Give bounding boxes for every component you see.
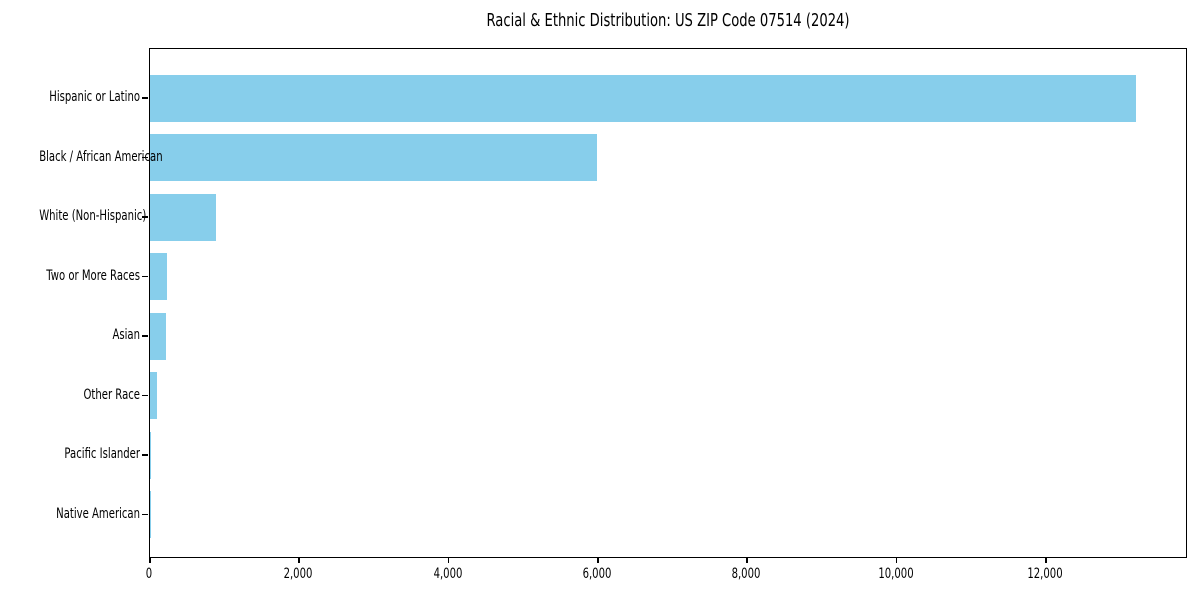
y-tick-mark (142, 335, 148, 337)
plot-area (149, 48, 1187, 558)
chart-title: Racial & Ethnic Distribution: US ZIP Cod… (486, 10, 850, 31)
x-tick-mark (149, 557, 151, 563)
bar-two-or-more-races (150, 253, 167, 300)
y-axis-label-pacific-islander: Pacific Islander (64, 446, 140, 462)
x-tick-label-0: 0 (145, 566, 153, 582)
bar-white-non-hispanic (150, 193, 216, 241)
y-tick-mark (142, 97, 148, 99)
x-tick-label-12000: 12,000 (1027, 566, 1063, 582)
y-axis-label-other-race: Other Race (83, 386, 140, 403)
x-tick-mark (746, 557, 748, 563)
y-tick-mark (142, 216, 148, 218)
y-tick-mark (142, 454, 148, 456)
x-tick-mark (298, 557, 300, 563)
y-tick-mark (142, 156, 148, 158)
bar-pacific-islander (150, 431, 151, 479)
x-tick-label-10000: 10,000 (878, 566, 914, 582)
y-tick-mark (142, 513, 148, 515)
x-tick-mark (597, 557, 599, 563)
x-tick-label-4000: 4,000 (433, 566, 463, 582)
y-axis-label-two-or-more-races: Two or More Races (46, 267, 140, 284)
y-axis-label-hispanic-or-latino: Hispanic or Latino (49, 89, 140, 105)
bar-hispanic-or-latino (150, 74, 1136, 122)
x-tick-mark (447, 557, 450, 563)
y-axis-label-white-non-hispanic: White (Non-Hispanic) (39, 208, 147, 224)
y-tick-mark (142, 394, 148, 396)
y-tick-mark (142, 275, 148, 277)
x-tick-mark (895, 557, 898, 563)
bar-black-african-american (150, 134, 598, 181)
y-axis-label-asian: Asian (112, 327, 140, 343)
x-tick-label-8000: 8,000 (731, 566, 761, 582)
x-tick-mark (1045, 557, 1047, 563)
bar-asian (150, 312, 167, 360)
y-axis-label-black-african-american: Black / African American (39, 148, 163, 165)
x-tick-label-2000: 2,000 (283, 566, 313, 582)
bar-other-race (150, 372, 157, 419)
y-axis-label-native-american: Native American (56, 505, 140, 522)
x-tick-label-6000: 6,000 (582, 566, 612, 582)
